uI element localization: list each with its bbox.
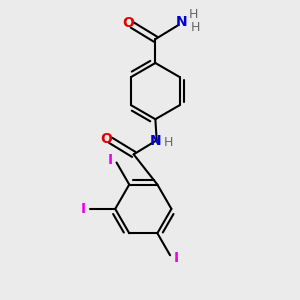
Text: H: H [188,8,198,21]
Text: I: I [81,202,86,216]
Text: I: I [173,251,179,265]
Text: H: H [191,21,200,34]
Text: H: H [164,136,173,149]
Text: N: N [150,134,162,148]
Text: I: I [108,153,113,167]
Text: N: N [176,15,188,29]
Text: O: O [122,16,134,30]
Text: O: O [100,132,112,146]
